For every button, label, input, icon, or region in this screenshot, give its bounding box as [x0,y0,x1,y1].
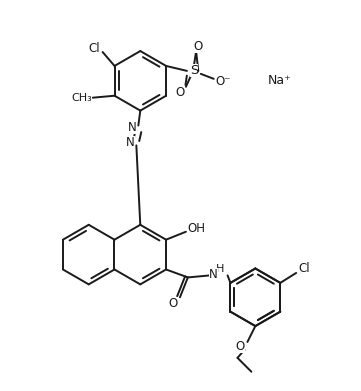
Text: O: O [175,86,184,99]
Text: N: N [128,121,137,134]
Text: CH₃: CH₃ [71,93,92,103]
Text: O⁻: O⁻ [215,75,230,88]
Text: O: O [236,341,245,353]
Text: Na⁺: Na⁺ [268,74,291,87]
Text: S: S [190,65,198,77]
Text: OH: OH [188,222,206,235]
Text: H: H [216,264,224,274]
Text: O: O [168,297,178,310]
Text: O: O [193,39,203,52]
Text: N: N [209,268,218,281]
Text: Cl: Cl [89,41,100,55]
Text: N: N [126,136,135,149]
Text: Cl: Cl [298,262,310,276]
